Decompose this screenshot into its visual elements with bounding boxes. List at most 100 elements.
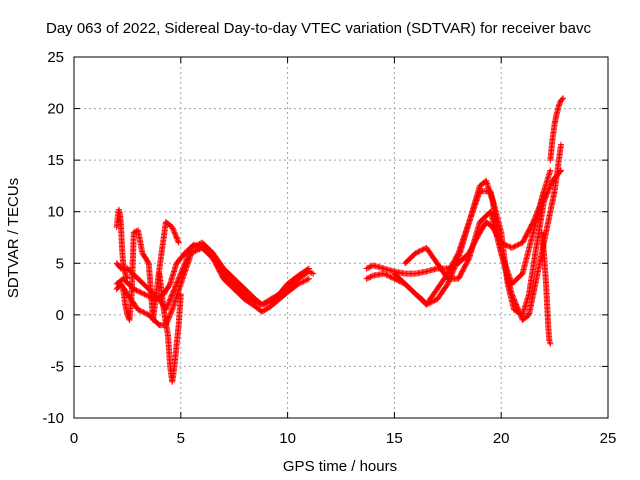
data-point [547, 340, 554, 347]
data-point [195, 246, 202, 253]
data-point [168, 307, 175, 314]
series-track-d [363, 188, 547, 277]
data-point [414, 249, 421, 256]
data-point [136, 288, 143, 295]
data-point [300, 278, 307, 285]
data-point [415, 248, 422, 255]
data-point [541, 195, 548, 202]
data-point [193, 242, 200, 249]
data-point [506, 243, 513, 250]
data-point [170, 228, 177, 235]
data-point [513, 302, 520, 309]
data-point [363, 265, 370, 272]
series-end-drop [538, 229, 554, 347]
data-point [305, 265, 312, 272]
data-point [508, 291, 515, 298]
data-point [548, 180, 555, 187]
data-point [512, 242, 519, 249]
data-point [384, 272, 391, 279]
data-point [297, 279, 304, 286]
data-point [305, 275, 312, 282]
data-point [516, 310, 523, 317]
series-track-c [113, 244, 312, 329]
data-point [545, 186, 552, 193]
data-point [166, 282, 173, 289]
data-point [510, 244, 517, 251]
data-point [514, 305, 521, 312]
data-point [167, 296, 174, 303]
data-point [509, 292, 516, 299]
series-start-2h [113, 206, 131, 282]
data-point [542, 194, 549, 201]
data-point [192, 248, 199, 255]
data-point [418, 247, 425, 254]
data-point [304, 266, 311, 273]
data-point [511, 297, 518, 304]
x-tick-label: 10 [279, 430, 296, 447]
data-point [167, 295, 174, 302]
data-point [122, 270, 129, 277]
data-point [516, 240, 523, 247]
x-axis-label: GPS time / hours [283, 458, 397, 475]
data-point [514, 242, 521, 249]
data-point [545, 188, 552, 195]
data-point [383, 271, 390, 278]
y-tick-labels: -10 -5 0 5 10 15 20 25 [42, 49, 64, 427]
data-point [544, 190, 551, 197]
series-end-rise [547, 95, 567, 164]
data-point [508, 244, 515, 251]
y-tick-label: 5 [56, 255, 64, 272]
data-point [416, 248, 423, 255]
data-point [388, 274, 395, 281]
data-point [515, 241, 522, 248]
x-tick-label: 0 [70, 430, 78, 447]
data-point [175, 238, 182, 245]
data-point [177, 291, 184, 298]
data-point [544, 189, 551, 196]
data-point [175, 239, 182, 246]
x-tick-label: 5 [177, 430, 185, 447]
data-point [512, 300, 519, 307]
data-point [139, 308, 146, 315]
data-point [303, 277, 310, 284]
data-point [141, 291, 148, 298]
data-point [145, 259, 152, 266]
y-axis-label: SDTVAR / TECUs [5, 178, 22, 298]
plot-frame [73, 56, 609, 419]
data-point [174, 237, 181, 244]
data-point [543, 193, 550, 200]
y-tick-label: 20 [47, 101, 64, 118]
x-tick-label: 15 [386, 430, 403, 447]
chart-title: Day 063 of 2022, Sidereal Day-to-day VTE… [46, 20, 591, 37]
data-point [382, 271, 389, 278]
data-point [509, 293, 516, 300]
data-point [510, 295, 517, 302]
data-point [367, 273, 374, 280]
y-tick-label: -5 [51, 358, 64, 375]
data-point [188, 249, 195, 256]
data-point [556, 101, 563, 108]
data-point [140, 309, 147, 316]
data-point [514, 304, 521, 311]
data-point [558, 141, 565, 148]
data-point [547, 181, 554, 188]
data-point [169, 291, 176, 298]
data-point [546, 184, 553, 191]
data-point [364, 275, 371, 282]
data-point [195, 241, 202, 248]
data-point [540, 198, 547, 205]
y-tick-label: 10 [47, 204, 64, 221]
data-point [543, 191, 550, 198]
data-point [517, 311, 524, 318]
data-point [465, 256, 472, 263]
data-point [307, 269, 314, 276]
y-tick-label: 0 [56, 307, 64, 324]
data-point [295, 280, 302, 287]
data-point [165, 300, 172, 307]
data-point [171, 229, 178, 236]
series-track-g [402, 141, 565, 324]
axis-ticks [73, 56, 609, 419]
data-point [135, 306, 142, 313]
data-point [191, 248, 198, 255]
data-point [123, 273, 130, 280]
